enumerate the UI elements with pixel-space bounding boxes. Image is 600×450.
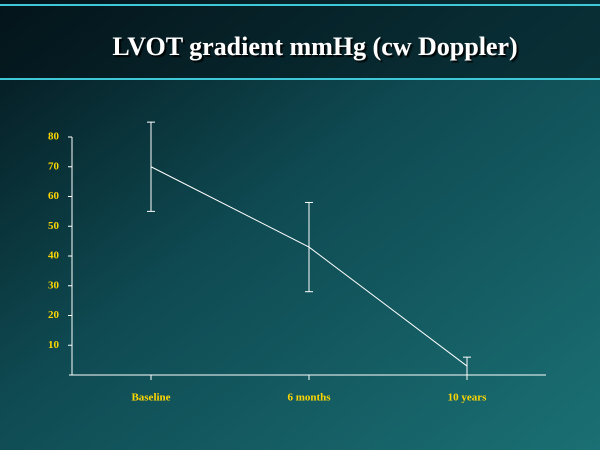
x-tick-label: 6 months: [287, 392, 331, 404]
y-tick-label: 10: [48, 339, 60, 351]
x-tick-label: Baseline: [131, 392, 170, 404]
y-tick-label: 80: [48, 131, 60, 143]
plot: 10 20 30 40 50 60 70 80 Baseline 6 months 10 years: [48, 121, 546, 404]
y-tick-label: 60: [48, 190, 60, 202]
y-tick-label: 20: [48, 309, 60, 321]
header-band: [0, 0, 600, 79]
chart-title: LVOT gradient mmHg (cw Doppler): [112, 32, 517, 61]
y-tick-label: 30: [48, 279, 60, 291]
y-tick-label: 50: [48, 220, 60, 232]
x-tick-label: 10 years: [448, 392, 488, 404]
y-tick-label: 40: [48, 250, 60, 262]
y-tick-label: 70: [48, 160, 60, 172]
